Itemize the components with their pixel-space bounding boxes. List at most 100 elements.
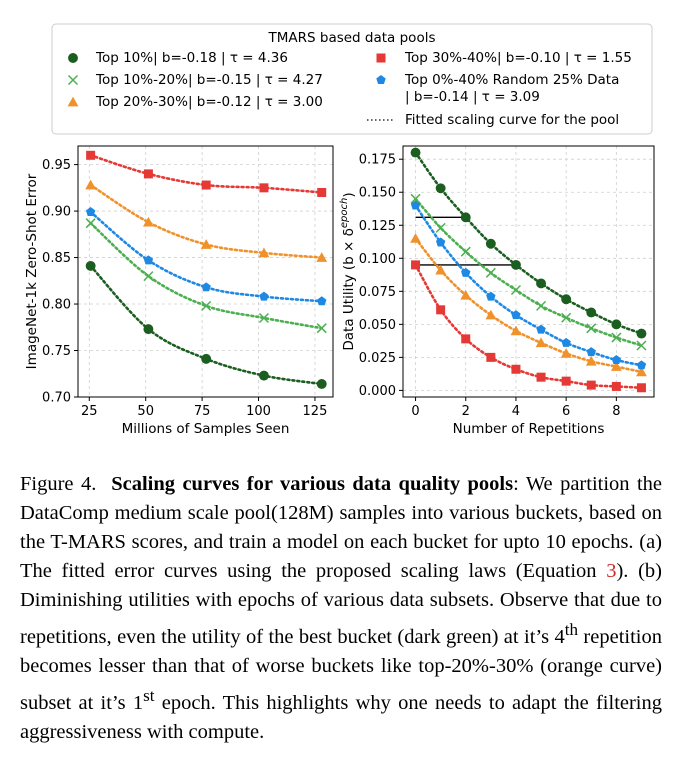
data-point [510, 325, 522, 336]
x-tick-label: 0 [411, 404, 419, 419]
caption-sup-st: st [143, 685, 155, 705]
legend-label: Top 10%| b=-0.18 | τ = 4.36 [95, 50, 288, 66]
data-point [143, 324, 154, 335]
data-point [586, 323, 597, 334]
data-point [316, 323, 327, 334]
data-point [586, 347, 596, 357]
data-point [535, 337, 547, 348]
axes-frame [402, 145, 655, 398]
legend-marker [376, 53, 386, 63]
y-tick-label: 0.000 [359, 384, 396, 399]
data-point [410, 193, 421, 204]
series-fit-curve [414, 263, 643, 390]
data-point [410, 200, 421, 210]
data-point [486, 352, 496, 362]
data-point [85, 260, 96, 271]
y-tick-label: 0.75 [42, 344, 71, 359]
data-point [258, 247, 270, 258]
data-point [636, 360, 647, 370]
data-point [536, 278, 546, 289]
data-point [586, 307, 597, 318]
caption-text-3: repetition becomes lesser than that of w… [20, 625, 662, 714]
x-tick-label: 75 [194, 404, 211, 419]
equation-link[interactable]: 3 [606, 560, 617, 582]
data-point [485, 267, 496, 278]
data-point [85, 179, 97, 190]
data-point [536, 372, 546, 382]
caption-text-4: epoch. This highlights why one needs to … [20, 691, 663, 743]
x-tick-label: 6 [562, 404, 570, 419]
y-tick-label: 0.150 [359, 186, 396, 201]
legend-label: Fitted scaling curve for the pool [405, 112, 619, 128]
legend-marker [376, 75, 386, 84]
data-point [611, 332, 622, 343]
right-chart: 0 2 4 6 8 0.000 0.025 0.050 0.075 0.100 0.125 0.150… [339, 145, 655, 437]
legend-label: Top 10%-20%| b=-0.15 | τ = 4.27 [95, 72, 323, 88]
data-point [586, 380, 596, 390]
legend-title: TMARS based data pools [268, 30, 436, 46]
data-point [485, 238, 496, 249]
x-tick-label: 50 [137, 404, 154, 419]
x-tick-label: 8 [612, 404, 620, 419]
data-point [511, 310, 521, 320]
data-point [485, 309, 497, 320]
data-point [259, 291, 269, 301]
y-tick-label: 0.95 [42, 158, 71, 173]
data-point [611, 319, 622, 330]
series-fit-curve [414, 204, 643, 367]
x-tick-label: 25 [81, 404, 98, 419]
data-point [511, 364, 521, 374]
x-tick-label: 2 [462, 404, 470, 419]
axes-frame [77, 145, 334, 398]
data-point [410, 233, 421, 243]
data-point [435, 183, 446, 194]
x-tick-label: 100 [246, 404, 271, 419]
y-tick-label: 0.125 [359, 219, 396, 234]
data-point [201, 282, 211, 292]
data-point [435, 237, 446, 247]
data-point [201, 300, 212, 311]
data-point [536, 300, 547, 311]
data-point [611, 355, 622, 365]
data-point [536, 324, 546, 334]
data-point [561, 312, 572, 323]
caption-label: Figure 4. [20, 473, 97, 495]
y-tick-label: 0.050 [359, 318, 396, 333]
legend: TMARS based data pools Top 10%| b=-0.18 |… [51, 23, 653, 135]
legend-marker [67, 74, 79, 86]
y-axis-label: ImageNet-1k Zero-Shot Error [24, 173, 40, 369]
series-fit-curve [414, 151, 643, 335]
data-point [460, 212, 471, 223]
data-point [85, 207, 96, 217]
y-tick-label: 0.025 [359, 351, 396, 366]
y-axis-label-end: ) [341, 192, 357, 197]
data-point [561, 294, 572, 305]
legend-frame [51, 23, 653, 135]
series-fit-curve [414, 197, 643, 347]
y-tick-label: 0.80 [42, 298, 71, 313]
data-point [561, 337, 571, 347]
data-point [610, 361, 622, 371]
data-point [258, 370, 269, 381]
left-chart: 25 50 75 100 125 0.70 0.75 0.80 0.85 0.90 0.95 Mill… [24, 145, 334, 437]
data-point [200, 239, 212, 249]
x-axis-label: Millions of Samples Seen [122, 421, 290, 437]
caption-title: Scaling curves for various data quality … [111, 473, 514, 495]
data-point [435, 264, 447, 275]
data-point [201, 180, 211, 190]
data-point [86, 150, 96, 160]
caption-text-2: ). (b) Diminishing utilities with epochs… [20, 560, 662, 648]
x-tick-label: 125 [303, 404, 328, 419]
data-point [561, 376, 571, 386]
y-tick-label: 0.175 [359, 153, 396, 168]
data-point [560, 348, 572, 358]
data-point [316, 379, 327, 389]
data-point [636, 328, 647, 339]
data-point [259, 183, 269, 193]
y-tick-label: 0.70 [42, 391, 71, 406]
y-tick-label: 0.90 [42, 205, 71, 220]
data-point [460, 246, 471, 257]
data-point [411, 260, 421, 270]
caption-text-1: : We partition the DataComp medium scale… [20, 473, 663, 582]
y-axis-label: Data Utility (b × δepoch) [339, 192, 357, 350]
